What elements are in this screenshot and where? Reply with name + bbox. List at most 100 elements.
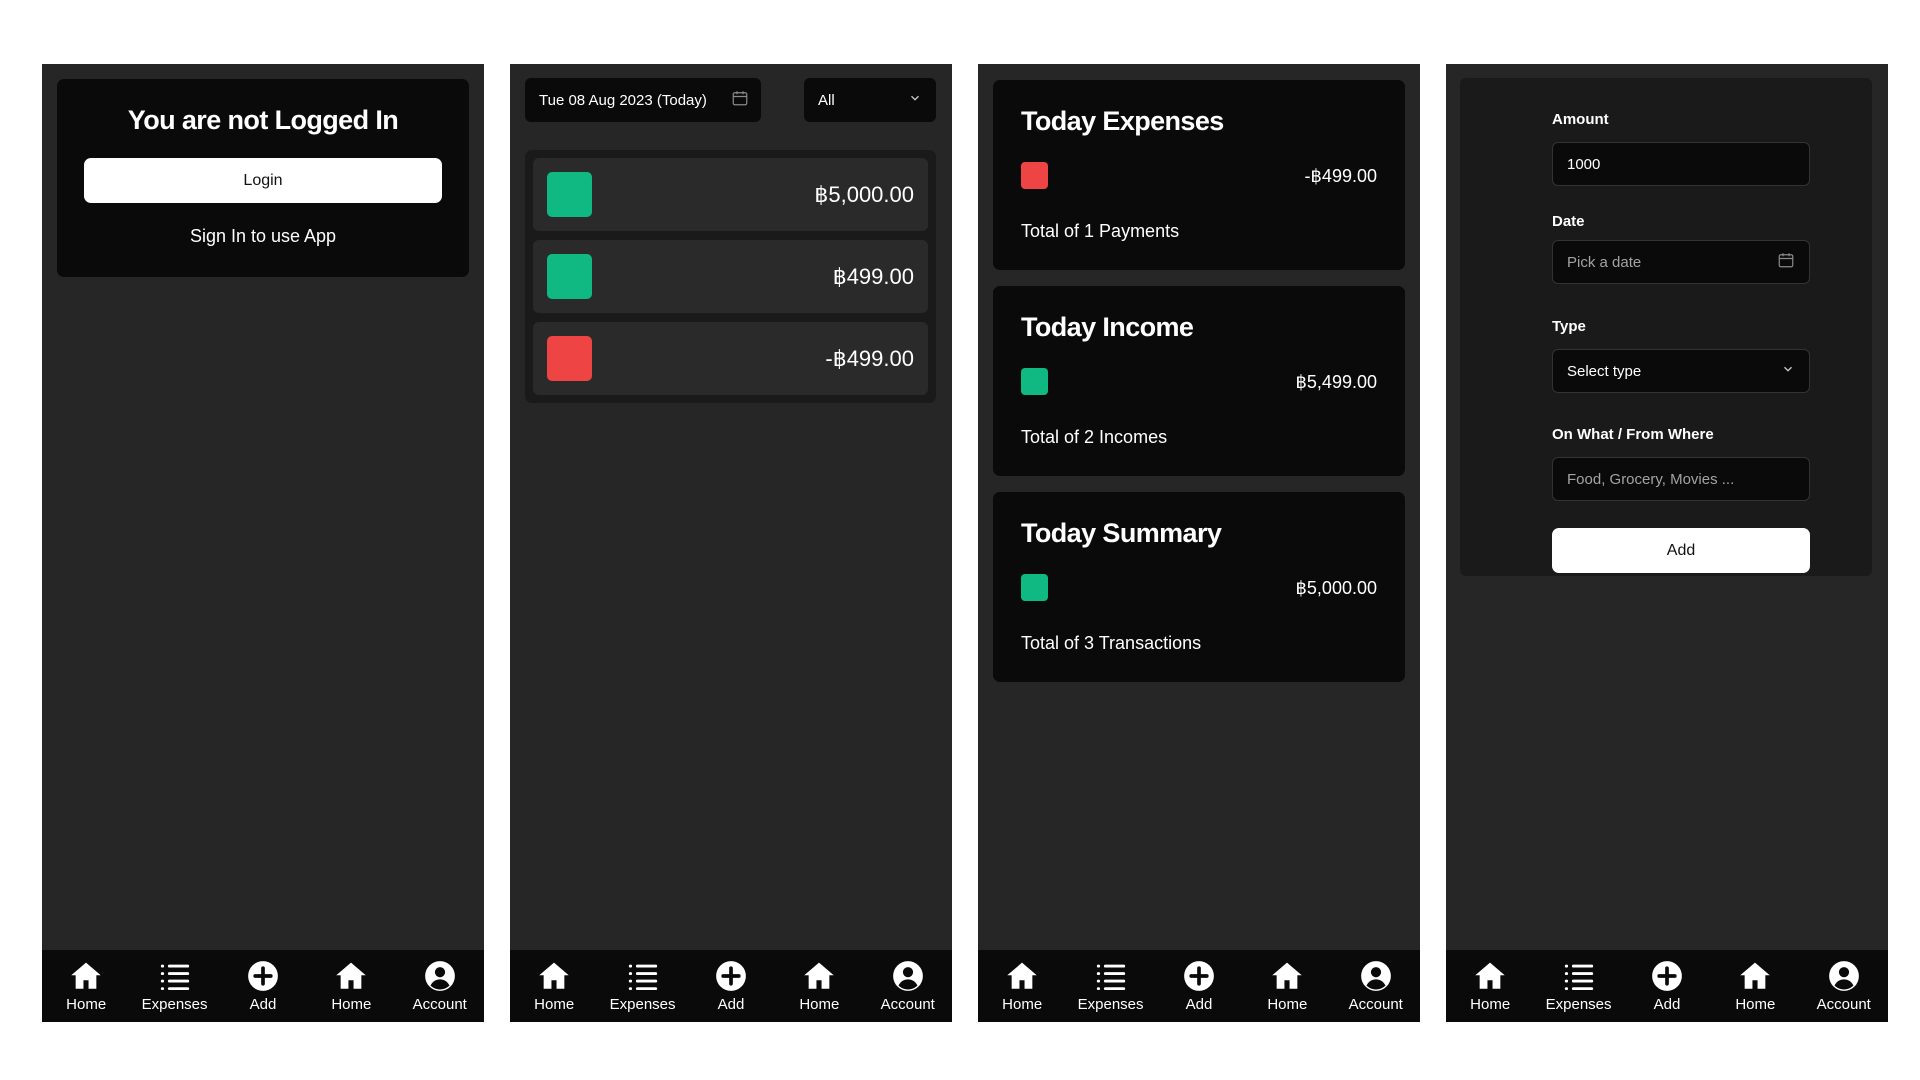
summary-card-title: Today Summary: [1021, 518, 1222, 548]
account-icon: [423, 959, 457, 993]
nav-label: Home: [1002, 996, 1043, 1013]
total-summary-card: Today Summary ฿5,000.00 Total of 3 Trans…: [993, 492, 1405, 682]
plus-circle-icon: [1182, 959, 1216, 993]
calendar-icon: [1777, 251, 1795, 273]
nav-label: Home: [1267, 996, 1308, 1013]
income-summary-card: Today Income ฿5,499.00 Total of 2 Income…: [993, 286, 1405, 476]
nav-account[interactable]: Account: [864, 959, 952, 1013]
chevron-down-icon: [1781, 362, 1795, 380]
nav-home[interactable]: Home: [42, 959, 130, 1013]
calendar-icon: [731, 89, 749, 111]
list-icon: [626, 959, 660, 993]
plus-circle-icon: [714, 959, 748, 993]
home-icon: [1270, 959, 1304, 993]
income-indicator: [1021, 368, 1048, 395]
list-icon: [158, 959, 192, 993]
add-transaction-form: Amount Date Pick a date Type Select type…: [1460, 78, 1872, 576]
login-subtitle: Sign In to use App: [189, 226, 337, 246]
income-indicator: [547, 254, 592, 299]
nav-label: Home: [799, 996, 840, 1013]
nav-add[interactable]: Add: [1155, 959, 1243, 1013]
amount-label: Amount: [1552, 111, 1609, 128]
nav-expenses[interactable]: Expenses: [1067, 959, 1155, 1013]
type-filter-select[interactable]: All: [804, 78, 936, 122]
transaction-amount: -฿499.00: [825, 345, 914, 371]
expenses-summary-card: Today Expenses -฿499.00 Total of 1 Payme…: [993, 80, 1405, 270]
add-button[interactable]: Add: [1552, 528, 1810, 573]
income-indicator: [1021, 574, 1048, 601]
bottom-nav: Home Expenses Add Home Account: [978, 950, 1420, 1022]
type-select[interactable]: Select type: [1552, 349, 1810, 393]
nav-home[interactable]: Home: [510, 959, 598, 1013]
nav-label: Home: [1470, 996, 1511, 1013]
bottom-nav: Home Expenses Add Home Account: [1446, 950, 1888, 1022]
type-filter-value: All: [818, 91, 835, 109]
nav-label: Home: [66, 996, 107, 1013]
transaction-row[interactable]: ฿5,000.00: [533, 158, 928, 231]
type-label: Type: [1552, 318, 1586, 335]
add-transaction-screen: Amount Date Pick a date Type Select type…: [1446, 64, 1888, 1022]
login-screen: You are not Logged In Login Sign In to u…: [42, 64, 484, 1022]
transaction-row[interactable]: ฿499.00: [533, 240, 928, 313]
account-icon: [1359, 959, 1393, 993]
date-picker[interactable]: Tue 08 Aug 2023 (Today): [525, 78, 761, 122]
summary-card-caption: Total of 1 Payments: [1021, 221, 1180, 241]
nav-home[interactable]: Home: [775, 959, 863, 1013]
login-button[interactable]: Login: [84, 158, 442, 203]
summary-card-caption: Total of 2 Incomes: [1021, 427, 1168, 447]
nav-expenses[interactable]: Expenses: [599, 959, 687, 1013]
transaction-row[interactable]: -฿499.00: [533, 322, 928, 395]
nav-home[interactable]: Home: [978, 959, 1066, 1013]
summary-card-title: Today Income: [1021, 312, 1194, 342]
nav-label: Account: [1348, 996, 1403, 1013]
transactions-screen: Tue 08 Aug 2023 (Today) All ฿5,000.00 ฿4…: [510, 64, 952, 1022]
expense-indicator: [547, 336, 592, 381]
nav-expenses[interactable]: Expenses: [131, 959, 219, 1013]
nav-home[interactable]: Home: [1243, 959, 1331, 1013]
home-icon: [537, 959, 571, 993]
nav-label: Account: [880, 996, 935, 1013]
amount-input[interactable]: [1552, 142, 1810, 186]
bottom-nav: Home Expenses Add Home Account: [510, 950, 952, 1022]
nav-home[interactable]: Home: [1711, 959, 1799, 1013]
nav-account[interactable]: Account: [1800, 959, 1888, 1013]
expense-indicator: [1021, 162, 1048, 189]
home-icon: [334, 959, 368, 993]
summary-card-title: Today Expenses: [1021, 106, 1224, 136]
account-icon: [891, 959, 925, 993]
nav-label: Home: [331, 996, 372, 1013]
summary-card-amount: ฿5,499.00: [1295, 372, 1377, 392]
nav-label: Add: [717, 996, 745, 1013]
nav-account[interactable]: Account: [396, 959, 484, 1013]
nav-home[interactable]: Home: [1446, 959, 1534, 1013]
date-field[interactable]: Pick a date: [1552, 240, 1810, 284]
nav-home[interactable]: Home: [307, 959, 395, 1013]
nav-label: Account: [412, 996, 467, 1013]
nav-label: Account: [1816, 996, 1871, 1013]
source-input[interactable]: [1552, 457, 1810, 501]
plus-circle-icon: [246, 959, 280, 993]
list-icon: [1094, 959, 1128, 993]
nav-label: Expenses: [1545, 996, 1612, 1013]
type-select-value: Select type: [1567, 362, 1642, 380]
nav-expenses[interactable]: Expenses: [1535, 959, 1623, 1013]
nav-add[interactable]: Add: [219, 959, 307, 1013]
summary-card-caption: Total of 3 Transactions: [1021, 633, 1202, 653]
login-card: You are not Logged In Login Sign In to u…: [57, 79, 469, 277]
date-picker-value: Tue 08 Aug 2023 (Today): [539, 91, 707, 109]
nav-add[interactable]: Add: [1623, 959, 1711, 1013]
nav-label: Home: [1735, 996, 1776, 1013]
nav-account[interactable]: Account: [1332, 959, 1420, 1013]
income-indicator: [547, 172, 592, 217]
login-title: You are not Logged In: [127, 105, 399, 135]
nav-add[interactable]: Add: [687, 959, 775, 1013]
nav-label: Expenses: [609, 996, 676, 1013]
nav-label: Add: [1653, 996, 1681, 1013]
source-label: On What / From Where: [1552, 426, 1714, 443]
chevron-down-icon: [908, 91, 922, 109]
nav-label: Add: [1185, 996, 1213, 1013]
date-label: Date: [1552, 213, 1585, 230]
home-icon: [1738, 959, 1772, 993]
transaction-amount: ฿499.00: [832, 263, 914, 289]
